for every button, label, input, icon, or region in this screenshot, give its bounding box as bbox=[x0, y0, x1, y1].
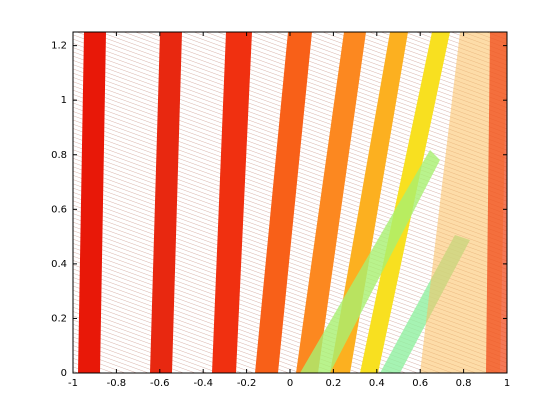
x-tick-label: 0.2 bbox=[325, 378, 341, 389]
x-tick-label: -0.6 bbox=[150, 378, 170, 389]
contour-band bbox=[150, 32, 182, 373]
contour-band bbox=[300, 150, 440, 373]
y-tick-label: 0.8 bbox=[51, 150, 67, 161]
contour-band bbox=[255, 32, 312, 373]
contour-band bbox=[212, 32, 252, 373]
y-tick-label: 1 bbox=[61, 95, 67, 106]
y-tick-label: 0 bbox=[61, 368, 67, 379]
x-tick-label: 0.8 bbox=[456, 378, 472, 389]
y-tick-label: 0.6 bbox=[51, 204, 67, 215]
y-tick-label: 1.2 bbox=[51, 41, 67, 52]
x-tick-label: 1 bbox=[504, 378, 510, 389]
x-tick-label: 0.4 bbox=[369, 378, 385, 389]
contour-band bbox=[78, 32, 106, 373]
y-tick-label: 0.2 bbox=[51, 313, 67, 324]
y-tick-label: 0.4 bbox=[51, 259, 67, 270]
x-tick-label: -0.2 bbox=[237, 378, 257, 389]
x-tick-label: -0.4 bbox=[193, 378, 213, 389]
contour-band bbox=[330, 32, 408, 373]
contour-band bbox=[486, 32, 507, 373]
x-tick-label: 0.6 bbox=[412, 378, 428, 389]
contour-band bbox=[420, 32, 507, 373]
contour-band bbox=[296, 32, 366, 373]
x-tick-label: -1 bbox=[68, 378, 78, 389]
x-tick-label: 0 bbox=[287, 378, 293, 389]
x-tick-label: -0.8 bbox=[107, 378, 127, 389]
contour-field bbox=[73, 32, 507, 373]
